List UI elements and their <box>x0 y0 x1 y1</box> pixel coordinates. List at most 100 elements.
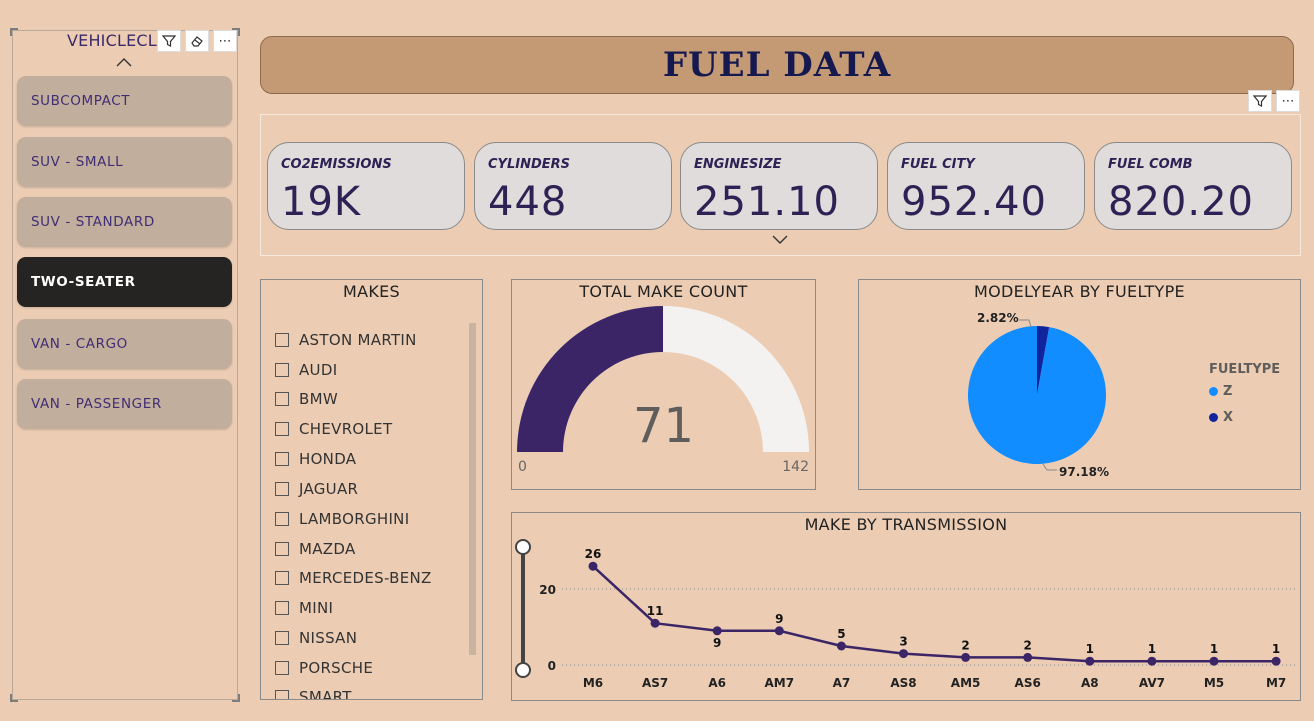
make-item-aston-martin[interactable]: ASTON MARTIN <box>275 329 417 351</box>
kpi-more-options-icon[interactable]: ⋯ <box>1276 90 1300 112</box>
data-point-a6[interactable] <box>712 626 722 636</box>
y-range-slider-handle-top[interactable] <box>515 539 531 555</box>
legend-label: Z <box>1223 384 1233 399</box>
make-label: MAZDA <box>299 540 356 558</box>
x-tick-label: A6 <box>708 676 726 690</box>
make-item-honda[interactable]: HONDA <box>275 448 356 470</box>
checkbox[interactable] <box>275 571 289 585</box>
make-label: PORSCHE <box>299 659 374 677</box>
gauge-value: 71 <box>632 398 695 454</box>
kpi-value: 251.10 <box>694 179 840 225</box>
kpi-filter-icon[interactable] <box>1248 90 1272 112</box>
y-range-slider-handle-bottom[interactable] <box>515 662 531 678</box>
data-point-m5[interactable] <box>1209 656 1219 666</box>
checkbox[interactable] <box>275 482 289 496</box>
checkbox[interactable] <box>275 333 289 347</box>
checkbox[interactable] <box>275 601 289 615</box>
vehicleclass-button-two-seater[interactable]: TWO-SEATER <box>17 257 232 307</box>
filter-icon[interactable] <box>157 30 181 52</box>
legend-item-z[interactable]: Z <box>1209 384 1232 399</box>
make-item-jaguar[interactable]: JAGUAR <box>275 478 358 500</box>
kpi-label: CO2EMISSIONS <box>281 157 392 172</box>
kpi-card-cylinders: CYLINDERS 448 <box>474 142 672 230</box>
make-label: LAMBORGHINI <box>299 510 410 528</box>
make-item-chevrolet[interactable]: CHEVROLET <box>275 418 392 440</box>
vehicleclass-button-suv-standard[interactable]: SUV - STANDARD <box>17 197 232 247</box>
eraser-icon[interactable] <box>185 30 209 52</box>
checkbox[interactable] <box>275 422 289 436</box>
kpi-card-group: CO2EMISSIONS 19K CYLINDERS 448 ENGINESIZ… <box>260 114 1301 256</box>
data-label: 5 <box>837 627 845 641</box>
make-label: MERCEDES-BENZ <box>299 569 432 587</box>
make-item-smart[interactable]: SMART <box>275 686 352 700</box>
page-title: FUEL DATA <box>662 45 892 85</box>
more-options-icon[interactable]: ⋯ <box>213 30 237 52</box>
data-label: 1 <box>1148 642 1156 656</box>
data-point-m7[interactable] <box>1271 656 1281 666</box>
checkbox[interactable] <box>275 661 289 675</box>
data-point-as7[interactable] <box>650 618 660 628</box>
vehicleclass-button-suv-small[interactable]: SUV - SMALL <box>17 137 232 187</box>
resize-handle-top-right[interactable] <box>232 28 240 36</box>
data-label: 1 <box>1210 642 1218 656</box>
make-item-bmw[interactable]: BMW <box>275 388 338 410</box>
data-point-am7[interactable] <box>774 626 784 636</box>
kpi-label: FUEL COMB <box>1108 157 1193 172</box>
data-point-av7[interactable] <box>1147 656 1157 666</box>
gauge-title: TOTAL MAKE COUNT <box>579 282 748 301</box>
data-label: 9 <box>713 636 721 650</box>
data-point-a8[interactable] <box>1085 656 1095 666</box>
checkbox[interactable] <box>275 452 289 466</box>
data-point-a7[interactable] <box>836 641 846 651</box>
kpi-card-fuel-comb: FUEL COMB 820.20 <box>1094 142 1292 230</box>
data-point-as8[interactable] <box>899 649 908 659</box>
resize-handle-bottom-right[interactable] <box>232 694 240 702</box>
make-label: SMART <box>299 688 352 700</box>
resize-handle-top-left[interactable] <box>10 28 18 36</box>
makes-slicer: MAKES ASTON MARTIN AUDI BMW CHEVROLET HO… <box>260 279 483 700</box>
data-point-as6[interactable] <box>1023 652 1033 662</box>
make-label: JAGUAR <box>299 480 359 498</box>
make-label: ASTON MARTIN <box>299 331 417 349</box>
series-line <box>592 565 1277 663</box>
chevron-up-icon[interactable] <box>115 55 133 71</box>
data-point-m6[interactable] <box>588 561 598 571</box>
make-item-mercedes-benz[interactable]: MERCEDES-BENZ <box>275 567 432 589</box>
make-item-nissan[interactable]: NISSAN <box>275 627 357 649</box>
legend-dot <box>1209 387 1218 396</box>
checkbox[interactable] <box>275 631 289 645</box>
pie-data-label-z: 97.18% <box>1059 465 1109 479</box>
chevron-down-icon[interactable] <box>771 233 789 249</box>
legend-item-x[interactable]: X <box>1209 410 1233 425</box>
make-label: BMW <box>299 390 338 408</box>
data-point-am5[interactable] <box>961 652 971 662</box>
line-title: MAKE BY TRANSMISSION <box>804 515 1008 534</box>
legend-label: X <box>1223 410 1234 425</box>
pie-slice-z[interactable] <box>968 326 1106 464</box>
checkbox[interactable] <box>275 363 289 377</box>
checkbox[interactable] <box>275 392 289 406</box>
vehicleclass-button-van-passenger[interactable]: VAN - PASSENGER <box>17 379 232 429</box>
data-label: 3 <box>899 635 907 649</box>
checkbox[interactable] <box>275 512 289 526</box>
resize-handle-bottom-left[interactable] <box>10 694 18 702</box>
make-item-lamborghini[interactable]: LAMBORGHINI <box>275 508 409 530</box>
vehicleclass-button-subcompact[interactable]: SUBCOMPACT <box>17 76 232 126</box>
makes-scrollbar[interactable] <box>469 323 476 655</box>
title-banner: FUEL DATA <box>260 36 1294 94</box>
make-item-mazda[interactable]: MAZDA <box>275 538 356 560</box>
kpi-label: FUEL CITY <box>901 157 975 172</box>
vehicleclass-button-van-cargo[interactable]: VAN - CARGO <box>17 319 232 369</box>
x-tick-label: AV7 <box>1139 676 1165 690</box>
make-item-porsche[interactable]: PORSCHE <box>275 657 373 679</box>
checkbox[interactable] <box>275 690 289 699</box>
make-item-audi[interactable]: AUDI <box>275 359 337 381</box>
checkbox[interactable] <box>275 542 289 556</box>
gauge-max-label: 142 <box>782 459 809 475</box>
data-label: 2 <box>1024 638 1032 652</box>
kpi-label: ENGINESIZE <box>694 157 782 172</box>
make-label: CHEVROLET <box>299 420 393 438</box>
kpi-value: 952.40 <box>901 179 1047 225</box>
make-item-mini[interactable]: MINI <box>275 597 333 619</box>
pie-slice-x[interactable] <box>1037 326 1050 395</box>
